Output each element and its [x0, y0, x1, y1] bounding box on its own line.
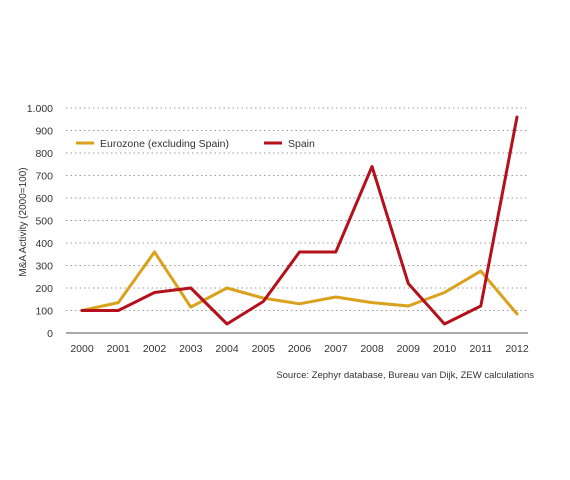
x-axis-ticks: 2000 2001 2002 2003 2004 2005 2006 2007 2008 2009… [70, 343, 529, 355]
x-tick-label: 2003 [179, 343, 203, 355]
y-tick-label: 800 [35, 148, 53, 160]
grid-lines [66, 107, 528, 311]
x-tick-label: 2010 [433, 343, 457, 355]
series-lines [80, 115, 519, 326]
y-tick-label: 200 [35, 283, 53, 295]
legend-label: Eurozone (excluding Spain) [100, 138, 229, 150]
x-tick-label: 2007 [324, 343, 348, 355]
y-tick-label: 0 [47, 328, 53, 340]
source-note: Source: Zephyr database, Bureau van Dijk… [276, 370, 534, 381]
legend: Eurozone (excluding Spain) Spain [76, 138, 315, 150]
x-tick-label: 2006 [288, 343, 312, 355]
y-tick-label: 500 [35, 216, 53, 228]
y-axis-label: M&A Activity (2000=100) [18, 167, 29, 276]
y-tick-label: 100 [35, 306, 53, 318]
x-tick-label: 2011 [469, 343, 492, 355]
y-axis-ticks: 0 100 200 300 400 500 600 700 800 900 1.000 [27, 103, 53, 340]
y-tick-label: 300 [35, 261, 53, 273]
y-tick-label: 700 [35, 171, 53, 183]
x-tick-label: 2005 [252, 343, 276, 355]
y-tick-label: 900 [35, 126, 53, 138]
x-tick-label: 2009 [397, 343, 421, 355]
y-tick-label: 400 [35, 238, 53, 250]
x-tick-label: 2012 [505, 343, 529, 355]
series-line [80, 115, 519, 326]
x-tick-label: 2000 [70, 343, 94, 355]
x-tick-label: 2004 [215, 343, 239, 355]
y-tick-label: 1.000 [27, 103, 53, 115]
y-tick-label: 600 [35, 193, 53, 205]
x-tick-label: 2002 [143, 343, 167, 355]
legend-label: Spain [288, 138, 315, 150]
x-tick-label: 2008 [360, 343, 384, 355]
series-line [80, 250, 519, 316]
x-tick-label: 2001 [107, 343, 131, 355]
